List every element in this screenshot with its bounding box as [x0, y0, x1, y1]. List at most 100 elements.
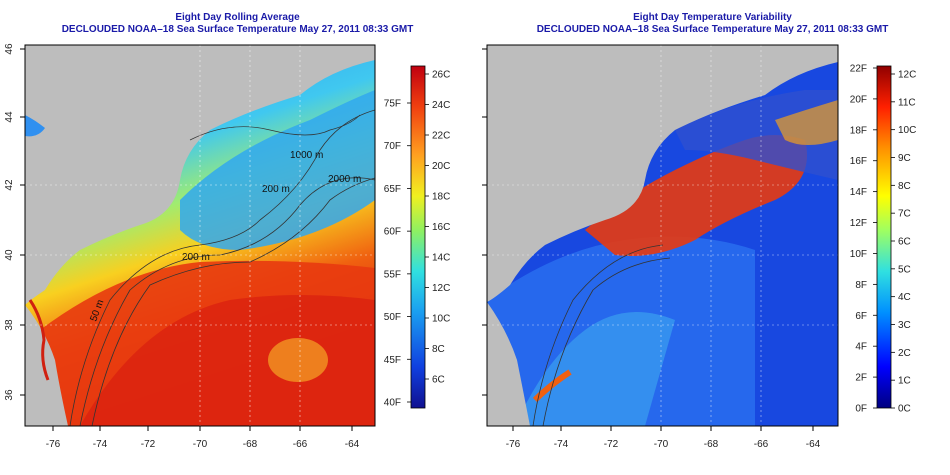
- land-northeast-us-right: [487, 45, 838, 302]
- left-x-axis: -76 -74 -72 -70 -68 -66 -64: [46, 426, 360, 450]
- right-xtick: -68: [704, 439, 719, 450]
- left-xtick: -76: [46, 439, 61, 450]
- left-colorbar-celsius-label: 6C: [432, 375, 445, 386]
- right-colorbar-fahrenheit-label: 4F: [855, 342, 867, 353]
- contour-200m-right: [532, 244, 664, 426]
- left-xtick: -68: [243, 439, 258, 450]
- right-colorbar-fahrenheit-label: 20F: [850, 94, 867, 105]
- left-colorbar-celsius-label: 24C: [432, 100, 450, 111]
- left-colorbar-celsius-label: 18C: [432, 192, 450, 203]
- left-colorbar-fahrenheit-label: 75F: [384, 99, 401, 110]
- left-panel-subtitle: DECLOUDED NOAA–18 Sea Surface Temperatur…: [61, 24, 414, 35]
- right-colorbar-celsius-label: 8C: [898, 181, 911, 192]
- right-ytick: 40: [475, 249, 477, 261]
- right-colorbar-fahrenheit-label: 18F: [850, 125, 867, 136]
- right-xtick: -72: [604, 439, 619, 450]
- right-xtick: -66: [754, 439, 769, 450]
- left-ytick: 40: [4, 249, 15, 261]
- left-colorbar-fahrenheit-label: 60F: [384, 227, 401, 238]
- sst-variability-panel: Eight Day Temperature Variability DECLOU…: [475, 0, 950, 475]
- right-colorbar-fahrenheit-label: 16F: [850, 156, 867, 167]
- left-xtick: -64: [345, 439, 360, 450]
- right-colorbar-fahrenheit-label: 22F: [850, 64, 867, 75]
- right-colorbar-celsius-label: 3C: [898, 320, 911, 331]
- left-colorbar-fahrenheit-label: 45F: [384, 355, 401, 366]
- right-ytick: 44: [475, 111, 477, 123]
- left-colorbar-fahrenheit-label: 70F: [384, 141, 401, 152]
- left-colorbar-celsius-label: 20C: [432, 161, 450, 172]
- bay-of-fundy-patch: [25, 115, 45, 137]
- left-colorbar-fahrenheit-label: 55F: [384, 269, 401, 280]
- right-xtick: -76: [506, 439, 521, 450]
- left-colorbar-fahrenheit-label: 40F: [384, 398, 401, 409]
- contour-label-0: 200 m: [262, 184, 290, 195]
- land-mid-atlantic-right: [487, 302, 530, 426]
- right-colorbar-celsius-label: 2C: [898, 348, 911, 359]
- right-panel-subtitle: DECLOUDED NOAA–18 Sea Surface Temperatur…: [536, 24, 889, 35]
- contour-label-3: 200 m: [182, 252, 210, 263]
- left-panel-title: Eight Day Rolling Average: [175, 12, 300, 23]
- left-map-svg: 1000 m 2000 m 200 m 200 m 50 m -76 -74 -…: [4, 43, 450, 450]
- contour-2000m: [91, 177, 375, 426]
- left-xtick: -72: [141, 439, 156, 450]
- right-colorbar-gradient: [876, 65, 892, 409]
- left-colorbar-celsius-label: 22C: [432, 131, 450, 142]
- right-panel-title: Eight Day Temperature Variability: [633, 12, 792, 23]
- right-y-axis: 36 38 40 42 44 46: [475, 43, 487, 401]
- left-colorbar-celsius-label: 16C: [432, 222, 450, 233]
- left-xtick: -70: [193, 439, 208, 450]
- left-ytick: 42: [4, 179, 15, 191]
- right-colorbar-fahrenheit-label: 0F: [855, 404, 867, 415]
- right-x-axis: -76 -74 -72 -70 -68 -66 -64: [506, 426, 821, 450]
- right-colorbar-fahrenheit-label: 8F: [855, 280, 867, 291]
- left-colorbar-celsius-label: 14C: [432, 253, 450, 264]
- right-colorbar-fahrenheit-label: 2F: [855, 373, 867, 384]
- right-xtick: -74: [554, 439, 569, 450]
- right-ytick: 46: [475, 43, 477, 55]
- contour-label-2: 2000 m: [328, 174, 361, 185]
- right-colorbar-fahrenheit-label: 12F: [850, 218, 867, 229]
- right-plot-frame: [486, 44, 839, 427]
- warm-core-ring: [268, 338, 328, 382]
- contour-label-1: 1000 m: [290, 150, 323, 161]
- left-ytick: 44: [4, 111, 15, 123]
- chesapeake-bay: [28, 299, 50, 381]
- gulf-stream-variability: [515, 312, 675, 426]
- sst-average-panel: Eight Day Rolling Average DECLOUDED NOAA…: [4, 12, 450, 450]
- left-colorbar-celsius-label: 26C: [432, 70, 450, 81]
- left-colorbar-fahrenheit-label: 50F: [384, 312, 401, 323]
- right-colorbar-celsius-label: 7C: [898, 209, 911, 220]
- right-colorbar-fahrenheit-label: 6F: [855, 311, 867, 322]
- left-ytick: 36: [4, 389, 15, 401]
- right-colorbar-celsius-label: 6C: [898, 237, 911, 248]
- right-colorbar-celsius-label: 9C: [898, 153, 911, 164]
- left-colorbar-fahrenheit-label: 65F: [384, 184, 401, 195]
- right-ytick: 42: [475, 179, 477, 191]
- left-y-axis: 36 38 40 42 44 46: [4, 43, 25, 401]
- right-colorbar-celsius-label: 5C: [898, 264, 911, 275]
- right-colorbar-celsius-label: 12C: [898, 70, 916, 81]
- right-ytick: 38: [475, 319, 477, 331]
- left-colorbar: 75F 70F 65F 60F 55F 50F 45F 40F 26C 24C 22C 20C 18C…: [384, 65, 450, 409]
- right-colorbar-fahrenheit-label: 10F: [850, 249, 867, 260]
- contour-200m: [69, 109, 375, 426]
- left-xtick: -66: [293, 439, 308, 450]
- right-colorbar-celsius-label: 4C: [898, 292, 911, 303]
- left-ytick: 38: [4, 319, 15, 331]
- gulf-of-maine-variability: [675, 90, 838, 180]
- right-colorbar-celsius-label: 1C: [898, 376, 911, 387]
- right-graticule: [487, 45, 838, 426]
- shelf-cool-water: [180, 90, 375, 250]
- right-colorbar: 22F 20F 18F 16F 14F 12F 10F 8F 6F 4F 2F 0F 12C 11C 10…: [850, 64, 917, 415]
- land-mid-atlantic: [25, 305, 68, 426]
- right-xtick: -70: [654, 439, 669, 450]
- right-map-svg: -76 -74 -72 -70 -68 -66 -64 36 38 40 42 …: [475, 43, 917, 450]
- contour-gulf-of-maine: [189, 114, 361, 141]
- right-ytick: 36: [475, 389, 477, 401]
- left-graticule: [25, 45, 375, 426]
- right-colorbar-celsius-label: 0C: [898, 404, 911, 415]
- right-colorbar-celsius-label: 11C: [898, 97, 916, 108]
- contour-50m-right: [542, 257, 671, 426]
- land-northeast-us: [25, 45, 375, 305]
- right-colorbar-celsius-label: 10C: [898, 125, 916, 136]
